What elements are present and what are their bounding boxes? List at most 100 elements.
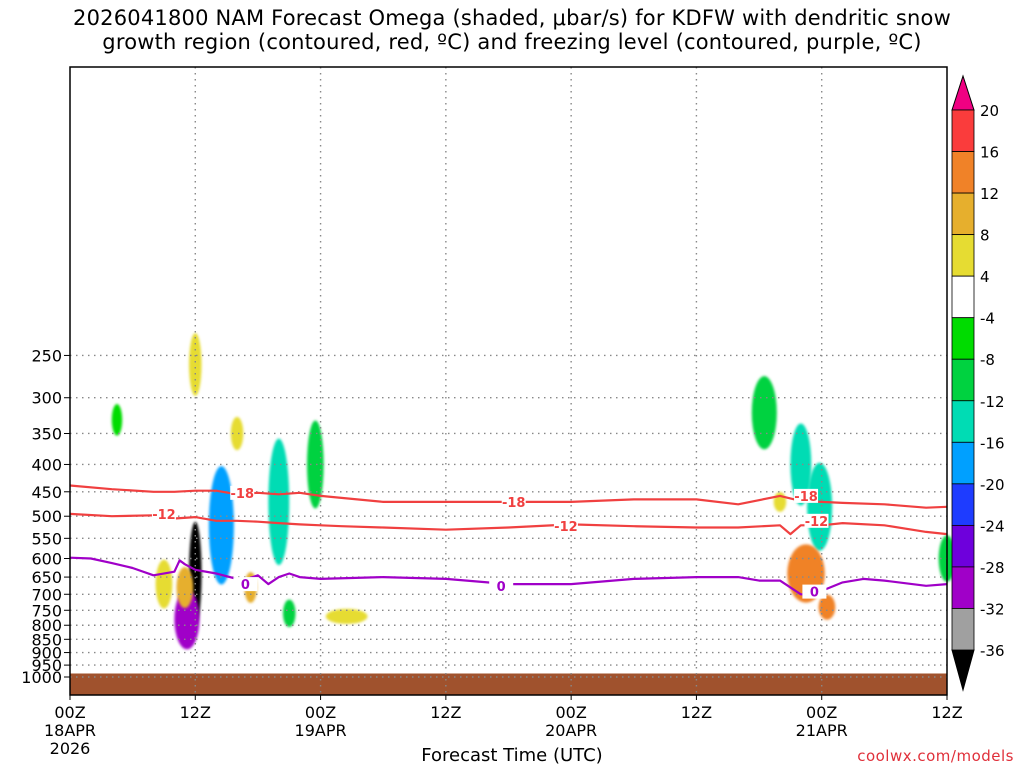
y-tick-label: 800 <box>31 616 62 635</box>
omega-feature <box>230 416 244 451</box>
y-axis-pressure: 2503003504004505005506006507007508008509… <box>21 346 70 687</box>
contour-label-bg <box>151 506 176 521</box>
contour-label: -12 <box>152 508 176 523</box>
contour-label: 0 <box>497 580 506 595</box>
colorbar-band <box>951 317 975 360</box>
colorbar-arrow-top <box>951 74 975 111</box>
colorbar-label: -36 <box>980 642 1005 660</box>
contour-label-bg <box>802 584 827 599</box>
contour-label: 0 <box>810 586 819 601</box>
y-tick-label: 700 <box>31 585 62 604</box>
contour-line <box>69 484 948 509</box>
colorbar-band <box>951 400 975 443</box>
colorbar-label: -16 <box>980 434 1005 452</box>
colorbar-band <box>951 192 975 236</box>
chart-title-line1: 2026041800 NAM Forecast Omega (shaded, μ… <box>73 6 951 30</box>
site-credit: coolwx.com/models <box>857 747 1014 765</box>
contour-label-bg <box>804 513 829 528</box>
y-tick-label: 600 <box>31 550 62 569</box>
colorbar-label: -4 <box>980 310 995 328</box>
colorbar-label: -12 <box>980 393 1005 411</box>
colorbar-label: 12 <box>980 185 999 203</box>
x-axis-title: Forecast Time (UTC) <box>421 745 603 766</box>
colorbar-band <box>951 358 975 402</box>
y-tick-label: 950 <box>31 656 62 675</box>
y-tick-label: 500 <box>31 507 62 526</box>
y-tick-label: 1000 <box>21 668 62 687</box>
contour-label: -18 <box>231 487 255 502</box>
contour-label-bg <box>553 519 578 534</box>
plot-area <box>70 333 956 695</box>
colorbar-band <box>951 483 975 526</box>
x-tick-label: 00Z <box>555 703 586 722</box>
colorbar-label: 4 <box>980 268 990 286</box>
contour-label-bg <box>501 494 526 509</box>
colorbar-label: -8 <box>980 351 995 369</box>
x-tick-label: 12Z <box>681 703 712 722</box>
contour-label-bg <box>794 488 819 503</box>
y-tick-label: 450 <box>31 483 62 502</box>
colorbar-label: -28 <box>980 559 1005 577</box>
colorbar-label: 8 <box>980 227 990 245</box>
x-tick-date: 20APR <box>545 721 597 740</box>
omega-feature <box>818 594 836 620</box>
colorbar-band <box>951 275 975 319</box>
contour-label-bg <box>230 485 255 500</box>
y-tick-label: 300 <box>31 389 62 408</box>
plot-frame <box>69 66 948 696</box>
x-tick-date: 21APR <box>796 721 848 740</box>
omega-feature <box>111 403 123 436</box>
colorbar-label: 16 <box>980 144 999 162</box>
colorbar-label: -20 <box>980 476 1005 494</box>
colorbar-band <box>951 441 975 485</box>
colorbar-band <box>951 608 975 651</box>
plot-border <box>69 66 948 696</box>
colorbar-band <box>951 109 975 152</box>
x-tick-label: 00Z <box>54 703 85 722</box>
colorbar-band <box>951 524 975 568</box>
y-tick-label: 400 <box>31 455 62 474</box>
y-tick-label: 550 <box>31 529 62 548</box>
colorbar-label: 20 <box>980 102 999 120</box>
y-tick-label: 900 <box>31 644 62 663</box>
contour-label: -12 <box>805 515 829 530</box>
omega-feature <box>268 438 290 566</box>
contour-label: 0 <box>241 578 250 593</box>
x-tick-date: 19APR <box>295 721 347 740</box>
x-tick-date: 18APR <box>44 721 96 740</box>
y-tick-label: 650 <box>31 568 62 587</box>
x-tick-label: 12Z <box>430 703 461 722</box>
omega-feature <box>208 466 234 585</box>
surface-terrain <box>70 673 947 695</box>
grid-lines <box>70 67 947 695</box>
y-tick-label: 750 <box>31 601 62 620</box>
colorbar-band <box>951 234 975 277</box>
colorbar-label: -24 <box>980 517 1005 535</box>
chart-title: 2026041800 NAM Forecast Omega (shaded, μ… <box>0 6 1024 54</box>
colorbar-band <box>951 151 975 194</box>
colorbar: 20 16 12 8 4 -4 -8 -12 -16 -20 -24 -28 -32 -36 <box>951 74 1005 692</box>
colorbar-band <box>951 566 975 609</box>
colorbar-arrow-bottom <box>951 649 975 692</box>
x-tick-year: 2026 <box>50 739 91 758</box>
omega-feature <box>751 376 777 450</box>
omega-feature <box>790 423 812 506</box>
omega-feature <box>282 599 296 628</box>
temperature-contours: -18 -18 -18 -12 -12 -12 0 0 0 <box>69 484 948 601</box>
omega-feature <box>306 420 324 509</box>
colorbar-label: -32 <box>980 600 1005 618</box>
omega-feature <box>189 333 202 396</box>
x-tick-label: 12Z <box>931 703 962 722</box>
omega-feature <box>807 462 833 551</box>
x-tick-label: 00Z <box>305 703 336 722</box>
omega-feature <box>176 567 194 609</box>
contour-label: -18 <box>794 490 818 505</box>
omega-feature <box>325 608 368 624</box>
contour-label: -18 <box>502 496 526 511</box>
y-tick-label: 850 <box>31 630 62 649</box>
y-tick-label: 250 <box>31 346 62 365</box>
y-tick-label: 350 <box>31 424 62 443</box>
chart-title-line2: growth region (contoured, red, ºC) and f… <box>102 30 922 54</box>
